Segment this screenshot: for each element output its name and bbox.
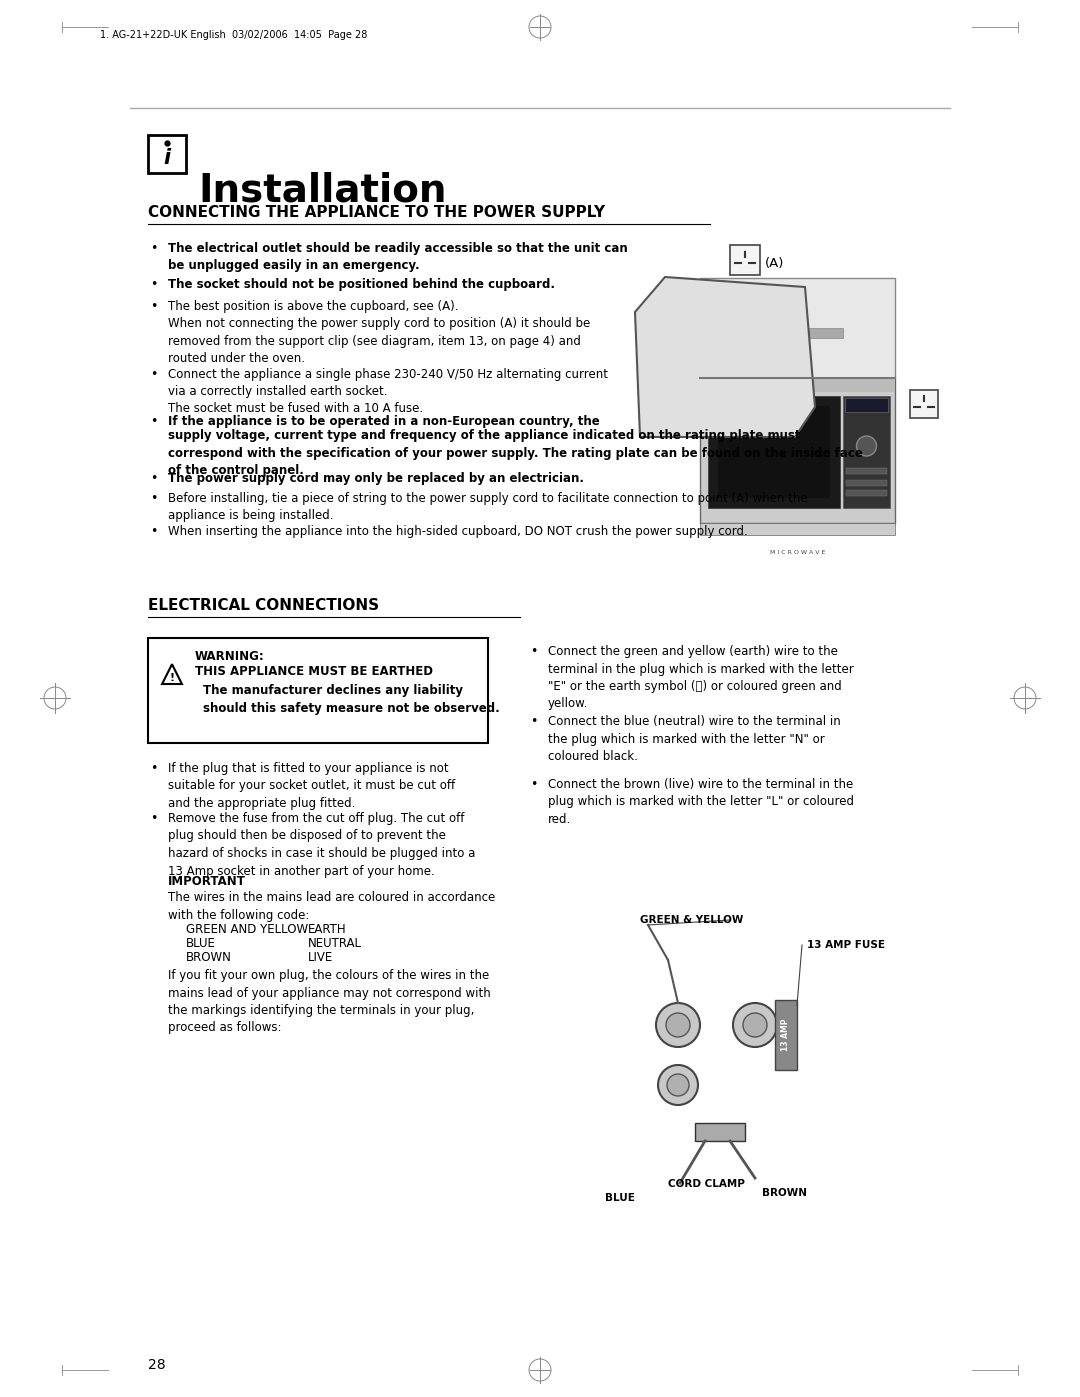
Text: The best position is above the cupboard, see (A).: The best position is above the cupboard,… — [168, 300, 459, 313]
Circle shape — [656, 1003, 700, 1046]
Text: CONNECTING THE APPLIANCE TO THE POWER SUPPLY: CONNECTING THE APPLIANCE TO THE POWER SU… — [148, 205, 605, 219]
Text: BROWN: BROWN — [186, 951, 232, 964]
Circle shape — [666, 1013, 690, 1037]
Text: 28: 28 — [148, 1358, 165, 1372]
Text: Before installing, tie a piece of string to the power supply cord to facilitate : Before installing, tie a piece of string… — [168, 492, 808, 522]
Text: ELECTRICAL CONNECTIONS: ELECTRICAL CONNECTIONS — [148, 598, 379, 613]
Bar — [708, 395, 840, 509]
Text: WARNING:: WARNING: — [195, 650, 265, 664]
Text: GREEN & YELLOW: GREEN & YELLOW — [640, 915, 743, 925]
Text: Connect the green and yellow (earth) wire to the
terminal in the plug which is m: Connect the green and yellow (earth) wir… — [548, 645, 854, 711]
Text: Installation: Installation — [198, 170, 446, 210]
Text: !: ! — [170, 673, 175, 683]
Text: •: • — [150, 492, 158, 504]
Text: Connect the appliance a single phase 230-240 V/50 Hz alternating current
via a c: Connect the appliance a single phase 230… — [168, 367, 608, 398]
Text: •: • — [150, 242, 158, 256]
Bar — [696, 1123, 745, 1141]
Text: •: • — [150, 472, 158, 485]
Bar — [846, 490, 887, 496]
Text: If the plug that is fitted to your appliance is not
suitable for your socket out: If the plug that is fitted to your appli… — [168, 761, 455, 810]
Text: 1. AG-21+22D-UK English  03/02/2006  14:05  Page 28: 1. AG-21+22D-UK English 03/02/2006 14:05… — [100, 29, 367, 41]
Text: GREEN AND YELLOW: GREEN AND YELLOW — [186, 923, 308, 936]
Text: Connect the brown (live) wire to the terminal in the
plug which is marked with t: Connect the brown (live) wire to the ter… — [548, 778, 854, 826]
Bar — [775, 1000, 797, 1070]
Text: If the appliance is to be operated in a non-European country, the: If the appliance is to be operated in a … — [168, 415, 599, 427]
Text: IMPORTANT: IMPORTANT — [168, 875, 246, 888]
Text: •: • — [150, 761, 158, 775]
Circle shape — [743, 1013, 767, 1037]
Text: The power supply cord may only be replaced by an electrician.: The power supply cord may only be replac… — [168, 472, 584, 485]
Text: (A): (A) — [765, 257, 784, 270]
Bar — [700, 379, 895, 522]
Text: •: • — [150, 525, 158, 538]
Text: •: • — [150, 278, 158, 291]
Bar — [843, 395, 890, 509]
Text: Remove the fuse from the cut off plug. The cut off
plug should then be disposed : Remove the fuse from the cut off plug. T… — [168, 812, 475, 877]
Bar — [846, 468, 887, 474]
Circle shape — [667, 1074, 689, 1097]
Text: BLUE: BLUE — [186, 937, 216, 950]
Circle shape — [658, 1065, 698, 1105]
Bar — [846, 481, 887, 486]
Text: 13 AMP: 13 AMP — [782, 1018, 791, 1052]
Text: BROWN: BROWN — [762, 1187, 807, 1199]
Text: The manufacturer declines any liability
should this safety measure not be observ: The manufacturer declines any liability … — [203, 685, 500, 715]
Bar — [845, 398, 888, 412]
Text: The socket should not be positioned behind the cupboard.: The socket should not be positioned behi… — [168, 278, 555, 291]
Text: The electrical outlet should be readily accessible so that the unit can
be unplu: The electrical outlet should be readily … — [168, 242, 627, 272]
Text: 13 AMP FUSE: 13 AMP FUSE — [807, 940, 885, 950]
Text: •: • — [150, 300, 158, 313]
Text: •: • — [530, 778, 538, 791]
Text: When inserting the appliance into the high-sided cupboard, DO NOT crush the powe: When inserting the appliance into the hi… — [168, 525, 747, 538]
Text: THIS APPLIANCE MUST BE EARTHED: THIS APPLIANCE MUST BE EARTHED — [195, 665, 433, 678]
Circle shape — [733, 1003, 777, 1046]
Text: •: • — [150, 415, 158, 427]
Text: supply voltage, current type and frequency of the appliance indicated on the rat: supply voltage, current type and frequen… — [168, 429, 863, 476]
Text: NEUTRAL: NEUTRAL — [308, 937, 362, 950]
Text: Connect the blue (neutral) wire to the terminal in
the plug which is marked with: Connect the blue (neutral) wire to the t… — [548, 715, 840, 763]
Polygon shape — [635, 277, 815, 437]
Text: •: • — [150, 367, 158, 381]
Bar — [910, 390, 939, 418]
Bar — [753, 328, 842, 338]
Bar — [718, 407, 831, 497]
Text: •: • — [530, 645, 538, 658]
Text: •: • — [150, 812, 158, 826]
Text: •: • — [530, 715, 538, 728]
Bar — [148, 638, 488, 743]
Bar — [700, 278, 895, 379]
Text: i: i — [163, 148, 171, 168]
Bar — [700, 522, 895, 535]
Bar — [148, 136, 186, 173]
Circle shape — [856, 436, 877, 455]
Text: LIVE: LIVE — [308, 951, 334, 964]
Text: EARTH: EARTH — [308, 923, 347, 936]
Text: The wires in the mains lead are coloured in accordance
with the following code:: The wires in the mains lead are coloured… — [168, 891, 496, 922]
Text: M I C R O W A V E: M I C R O W A V E — [770, 550, 825, 555]
Bar — [730, 244, 760, 275]
Bar — [700, 379, 895, 393]
Text: BLUE: BLUE — [605, 1193, 635, 1203]
Text: CORD CLAMP: CORD CLAMP — [669, 1179, 745, 1189]
Text: If you fit your own plug, the colours of the wires in the
mains lead of your app: If you fit your own plug, the colours of… — [168, 970, 490, 1035]
Text: When not connecting the power supply cord to position (A) it should be
removed f: When not connecting the power supply cor… — [168, 317, 591, 365]
Text: The socket must be fused with a 10 A fuse.: The socket must be fused with a 10 A fus… — [168, 402, 423, 415]
